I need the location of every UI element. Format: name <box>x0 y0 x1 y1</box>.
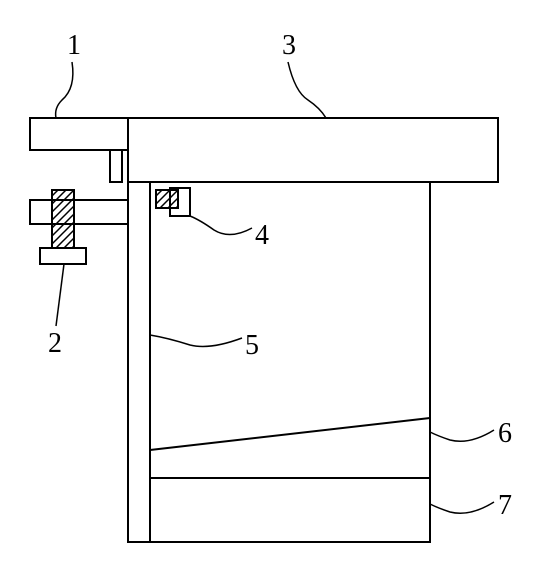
top-beam <box>128 118 498 182</box>
callout-line-7 <box>430 502 494 513</box>
bolt-shaft-lower <box>52 224 74 248</box>
callout-line-6 <box>430 430 494 441</box>
left-inner-tab <box>110 150 122 182</box>
callout-line-4 <box>190 216 252 235</box>
callout-line-2 <box>56 264 64 326</box>
technical-diagram <box>0 0 557 563</box>
callout-line-1 <box>56 62 73 118</box>
body-box <box>150 182 430 542</box>
top-left-block <box>30 118 128 150</box>
small-mount-block <box>156 190 178 208</box>
callout-line-3 <box>288 62 326 118</box>
wedge-top <box>150 418 430 450</box>
callout-line-5 <box>150 335 242 346</box>
left-bracket <box>30 200 128 224</box>
bolt-head <box>40 248 86 264</box>
vertical-column <box>128 182 150 542</box>
bolt-shaft-upper <box>52 190 74 224</box>
